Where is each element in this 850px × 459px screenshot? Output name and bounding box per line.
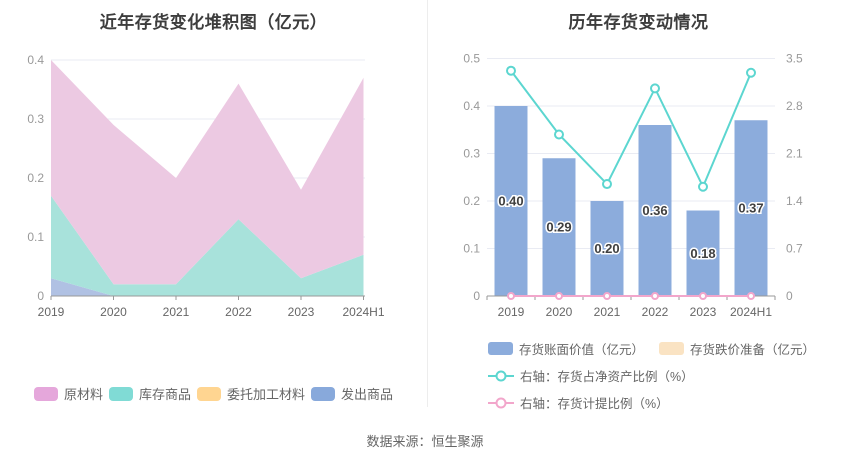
x-axis-category-label: 2022 [225,305,252,319]
legend-row: 右轴：存货计提比例（%） [488,393,815,412]
bar-value-label: 0.36 [642,203,667,218]
y-axis-tick-label: 0.3 [27,112,44,126]
bar [686,210,720,296]
right-y-axis-tick-label: 3.5 [786,52,803,66]
legend-item[interactable]: 右轴：存货计提比例（%） [488,393,669,412]
y-axis-tick-label: 0 [37,289,44,303]
legend-row: 存货账面价值（亿元） 存货跌价准备（亿元） [488,339,815,358]
data-source: 数据来源：恒生聚源 [366,434,484,449]
line-point-marker [555,292,563,300]
bar-value-label: 0.40 [498,194,523,209]
y-axis-tick-label: 0.4 [27,53,44,67]
right-y-axis-tick-label: 2.8 [786,99,803,113]
line-point-marker [699,292,707,300]
right-y-axis-tick-label: 0.7 [786,242,803,256]
line-point-marker [603,292,611,300]
right-y-axis-tick-label: 0 [786,289,793,303]
left-y-axis-tick-label: 0.2 [463,194,480,208]
left-chart-legend: 原材料 库存商品 委托加工材料 发出商品 [0,384,427,403]
legend-item-label: 存货账面价值（亿元） [519,343,645,357]
line-point-marker [506,65,516,76]
legend-item-label: 发出商品 [341,387,394,402]
x-axis-category-label: 2021 [163,305,190,319]
bar [542,158,576,296]
right-chart-legend: 存货账面价值（亿元） 存货跌价准备（亿元） 右轴：存货占净资产比例（%） 右轴：存货计… [488,339,815,412]
line-point-marker [507,292,515,300]
legend-item-label: 右轴：存货计提比例（%） [520,397,669,411]
legend-item[interactable]: 库存商品 [108,384,191,403]
left-y-axis-tick-label: 0.4 [463,99,480,113]
x-axis-category-label: 2024H1 [342,305,384,319]
left-y-axis-tick-label: 0 [473,289,480,303]
area-band [51,60,364,285]
legend-swatch-icon [311,386,336,401]
bar-value-label: 0.18 [690,246,715,261]
line-point-marker [602,179,612,190]
legend-item-label: 存货跌价准备（亿元） [690,343,816,357]
x-axis-category-label: 2020 [100,305,127,319]
bar-value-label: 0.29 [546,220,571,235]
left-chart-title: 近年存货变化堆积图（亿元） [99,13,328,32]
left-y-axis-tick-label: 0.3 [463,147,480,161]
bar [590,201,624,296]
legend-swatch-icon [108,386,133,401]
legend-swatch-icon [33,386,58,401]
bar [734,120,768,296]
legend-swatch-icon [659,342,685,355]
area-band [51,195,364,296]
line-point-marker [747,292,755,300]
bar-value-label: 0.37 [738,201,763,216]
legend-line-marker-icon [488,397,514,408]
line-point-marker [698,181,708,192]
legend-item[interactable]: 原材料 [33,384,103,403]
bar [494,106,528,296]
x-axis-category-label: 2022 [642,305,669,319]
area-band [51,278,364,296]
legend-item-label: 原材料 [63,387,103,402]
panel-divider [427,0,428,407]
bar [638,125,672,296]
right-y-axis-tick-label: 2.1 [786,147,803,161]
line-point-marker [650,83,660,94]
y-axis-tick-label: 0.2 [27,171,44,185]
x-axis-category-label: 2019 [38,305,65,319]
line-series [510,70,752,190]
line-point-marker [554,129,564,140]
legend-item[interactable]: 存货跌价准备（亿元） [659,339,815,358]
x-axis-category-label: 2023 [690,305,717,319]
legend-item-label: 库存商品 [138,387,191,402]
right-y-axis-tick-label: 1.4 [786,194,803,208]
legend-row: 右轴：存货占净资产比例（%） [488,366,815,385]
legend-swatch-icon [197,386,221,401]
legend-item[interactable]: 委托加工材料 [197,384,305,403]
legend-swatch-icon [488,342,513,355]
legend-item[interactable]: 右轴：存货占净资产比例（%） [488,366,694,385]
x-axis-category-label: 2024H1 [730,305,772,319]
legend-item-label: 右轴：存货占净资产比例（%） [520,370,694,384]
legend-item[interactable]: 发出商品 [311,384,393,403]
legend-item[interactable]: 存货账面价值（亿元） [488,339,644,358]
line-point-marker [746,67,756,78]
bar-value-label: 0.20 [594,241,619,256]
x-axis-category-label: 2020 [546,305,573,319]
x-axis-category-label: 2021 [594,305,621,319]
left-y-axis-tick-label: 0.5 [463,52,480,66]
line-point-marker [651,292,659,300]
right-chart-title: 历年存货变动情况 [568,13,709,32]
legend-line-marker-icon [488,370,514,381]
x-axis-category-label: 2019 [498,305,525,319]
legend-item-label: 委托加工材料 [227,387,306,402]
y-axis-tick-label: 0.1 [27,230,44,244]
x-axis-category-label: 2023 [288,305,315,319]
left-y-axis-tick-label: 0.1 [463,242,480,256]
